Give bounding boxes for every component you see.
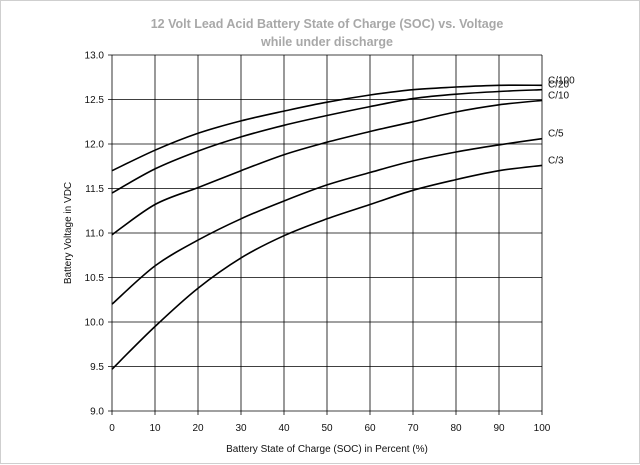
- x-tick-label: 30: [235, 423, 247, 434]
- x-tick-label: 20: [192, 423, 204, 434]
- x-tick-label: 50: [321, 423, 333, 434]
- tick-labels: 9.0 9.5 10.0 10.5 11.0 11.5 12.0 12.5 13.0 0 10 20 3…: [85, 51, 551, 435]
- chart-subtitle: while under discharge: [261, 35, 393, 49]
- grid: [108, 54, 543, 415]
- x-axis-label: Battery State of Charge (SOC) in Percent…: [226, 444, 428, 455]
- series-line-c-3: [111, 164, 543, 370]
- y-tick-label: 11.0: [85, 229, 104, 240]
- series-label-c-10: C/10: [548, 90, 570, 101]
- x-tick-label: 10: [149, 423, 161, 434]
- x-tick-label: 40: [278, 423, 290, 434]
- series-label-c-100: C/100: [548, 75, 575, 86]
- series-line-c-100: [111, 84, 543, 172]
- y-tick-label: 9.0: [90, 407, 104, 418]
- x-tick-label: 70: [407, 423, 419, 434]
- series-label-c-3: C/3: [548, 155, 564, 166]
- series-line-c-10: [111, 99, 543, 236]
- series-label-c-5: C/5: [548, 129, 564, 140]
- y-axis-label: Battery Voltage in VDC: [63, 182, 74, 284]
- x-tick-label: 0: [109, 423, 115, 434]
- y-tick-label: 11.5: [85, 184, 104, 195]
- x-tick-label: 80: [450, 423, 462, 434]
- x-tick-label: 90: [493, 423, 505, 434]
- x-tick-label: 100: [534, 423, 551, 434]
- y-tick-label: 13.0: [85, 51, 105, 62]
- chart-title-block: 12 Volt Lead Acid Battery State of Charg…: [1, 15, 640, 51]
- y-tick-label: 12.0: [85, 140, 105, 151]
- y-tick-label: 9.5: [90, 362, 104, 373]
- series-line-c-20: [111, 88, 543, 194]
- x-tick-label: 60: [364, 423, 376, 434]
- series-lines: [111, 84, 543, 370]
- y-tick-label: 10.5: [85, 273, 105, 284]
- y-tick-label: 10.0: [85, 318, 105, 329]
- series-line-c-5: [111, 137, 543, 305]
- series-label-c-20: C/20: [548, 80, 570, 91]
- y-tick-label: 12.5: [85, 95, 105, 106]
- chart-title: 12 Volt Lead Acid Battery State of Charg…: [150, 17, 504, 31]
